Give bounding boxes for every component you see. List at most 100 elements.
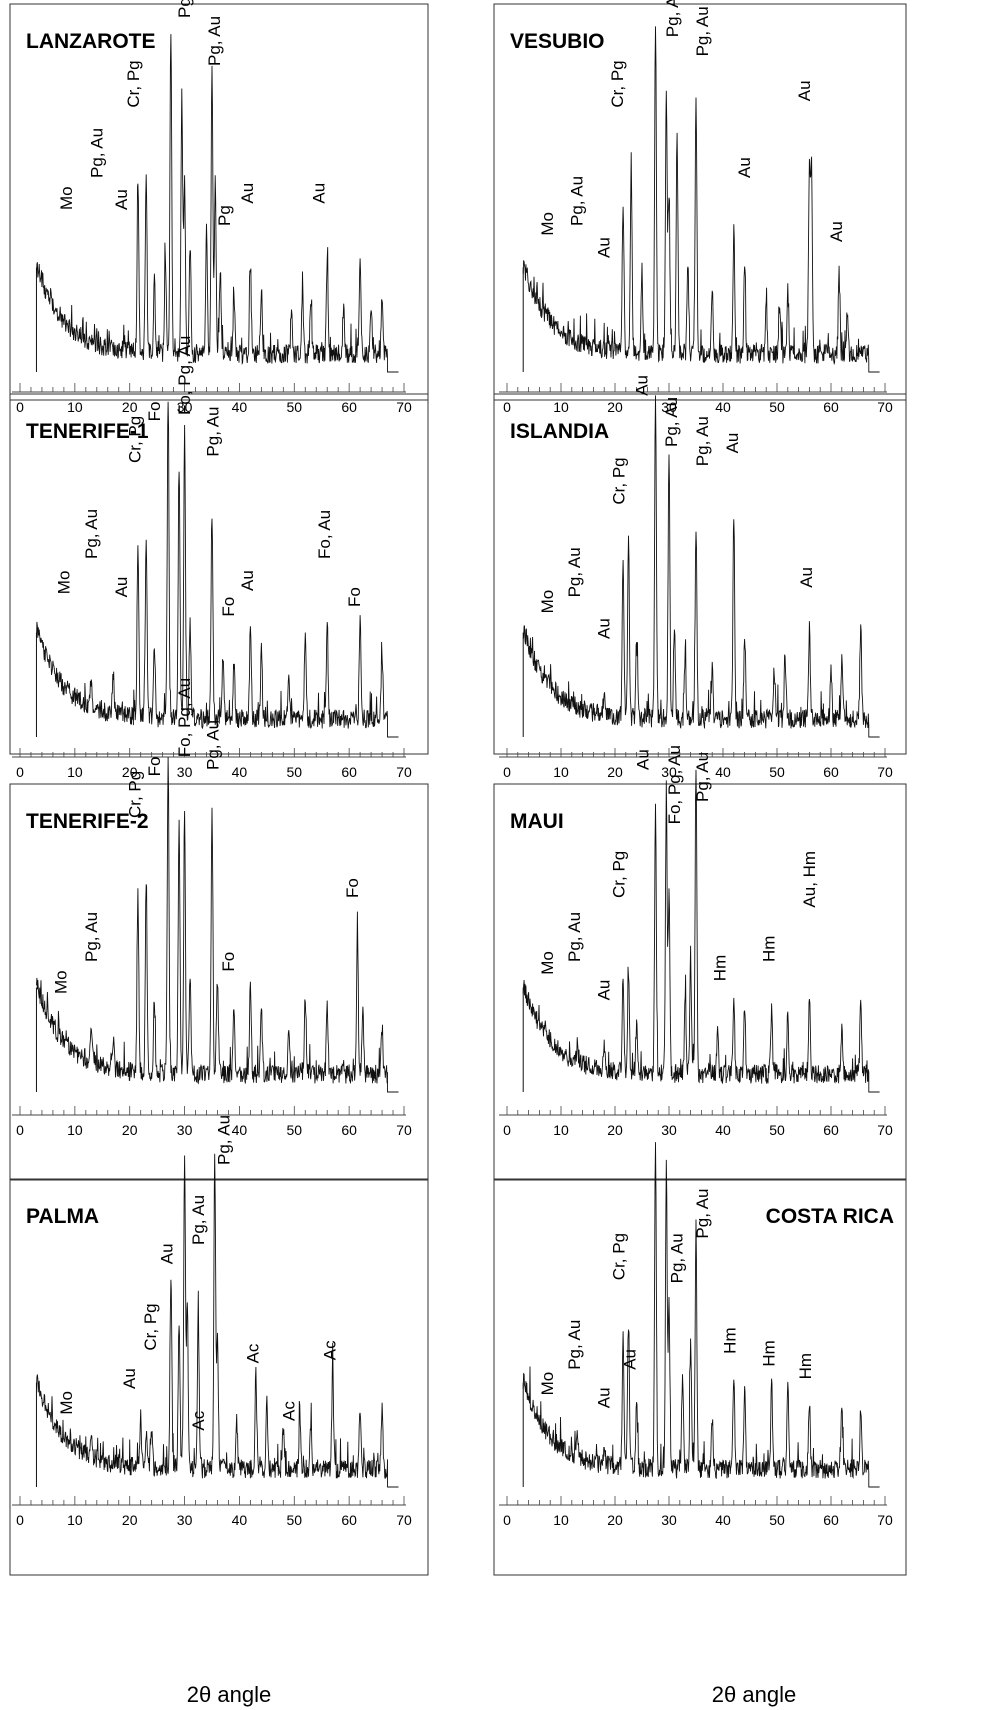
peak-label: Mo	[538, 951, 557, 975]
x-tick-label: 30	[177, 399, 193, 415]
x-tick-label: 10	[553, 764, 569, 780]
peak-label: Fo	[219, 597, 238, 617]
peak-label: Au	[595, 237, 614, 258]
peak-label: Pg, Au	[565, 547, 584, 597]
panel-title: TENERIFE-1	[26, 420, 149, 443]
x-tick-label: 40	[715, 764, 731, 780]
peak-label: Hm	[759, 936, 778, 962]
panel-title: COSTA RICA	[766, 1205, 894, 1228]
panel-title: TENERIFE-2	[26, 810, 149, 833]
peak-label: Cr, Pg	[141, 1303, 160, 1350]
peak-label: Cr, Pg	[608, 60, 627, 107]
x-tick-label: 0	[16, 399, 24, 415]
xrd-trace	[522, 26, 880, 373]
x-tick-label: 0	[503, 1512, 511, 1528]
peak-label: Mo	[57, 1391, 76, 1415]
peak-label: Pg, Au	[175, 0, 194, 18]
panel-vesubio: VESUBIO Mo Pg, Au Au Cr, Pg Au Pg, Au Pg, Au Au A…	[493, 0, 907, 415]
x-tick-label: 10	[67, 1512, 83, 1528]
x-tick-label: 50	[769, 399, 785, 415]
peak-label: Hm	[711, 955, 730, 981]
x-tick-label: 20	[122, 764, 138, 780]
panel-frame	[493, 393, 907, 755]
peak-label: Au	[621, 1349, 640, 1370]
peak-label: Pg, Au	[204, 720, 223, 770]
xrd-trace	[522, 1142, 880, 1488]
panel-frame	[9, 3, 429, 401]
peak-label: Pg, Au	[215, 1115, 234, 1165]
panel-frame	[9, 783, 429, 1181]
peak-label: Au	[595, 1387, 614, 1408]
peak-label: Pg, Au	[87, 128, 106, 178]
x-tick-label: 20	[122, 399, 138, 415]
peak-label: Au	[827, 221, 846, 242]
x-tick-label: 50	[286, 764, 302, 780]
x-tick-label: 20	[607, 1122, 623, 1138]
peak-label: Au	[735, 157, 754, 178]
peak-label: Au	[632, 375, 651, 396]
x-tick-label: 30	[661, 399, 677, 415]
peak-label: Mo	[538, 590, 557, 614]
panel-title: VESUBIO	[510, 30, 605, 53]
x-tick-label: 50	[769, 1122, 785, 1138]
peak-label: Au	[595, 980, 614, 1001]
peak-label: Au	[795, 80, 814, 101]
x-tick-label: 70	[877, 399, 893, 415]
x-tick-label: 20	[607, 399, 623, 415]
x-tick-label: 60	[823, 1512, 839, 1528]
peak-label: Au	[238, 570, 257, 591]
x-tick-label: 0	[503, 399, 511, 415]
peak-label: Pg, Au	[82, 912, 101, 962]
peak-label: Hm	[720, 1327, 739, 1353]
x-tick-label: 40	[232, 764, 248, 780]
x-tick-label: 70	[396, 1512, 412, 1528]
panel-costa-rica: COSTA RICA Mo Pg, Au Au Cr, Pg Au Pg, Au Pg, Au…	[493, 1142, 907, 1576]
peak-label: Ac	[320, 1340, 339, 1360]
peak-label: Ac	[279, 1401, 298, 1421]
peak-label: Mo	[538, 212, 557, 236]
x-tick-label: 70	[877, 764, 893, 780]
peak-label: Au	[238, 183, 257, 204]
panel-title: LANZAROTE	[26, 30, 156, 53]
x-tick-label: 30	[177, 1122, 193, 1138]
xrd-trace	[36, 756, 399, 1093]
x-tick-label: 20	[122, 1512, 138, 1528]
x-tick-label: 70	[877, 1512, 893, 1528]
x-tick-label: 0	[16, 764, 24, 780]
x-tick-label: 20	[122, 1122, 138, 1138]
x-tick-label: 20	[607, 1512, 623, 1528]
peak-label: Au	[309, 183, 328, 204]
x-axis-label-right: 2θ angle	[712, 1682, 796, 1707]
peak-label: Au	[723, 433, 742, 454]
peak-label: Au	[112, 189, 131, 210]
peak-label: Au	[120, 1368, 139, 1389]
x-tick-label: 10	[553, 1512, 569, 1528]
panel-frame	[493, 3, 907, 401]
panel-title: ISLANDIA	[510, 420, 609, 443]
x-tick-label: 50	[769, 764, 785, 780]
peak-label: Cr, Pg	[610, 1233, 629, 1280]
peak-label: Fo	[345, 587, 364, 607]
x-tick-label: 40	[232, 399, 248, 415]
peak-label: Fo	[343, 878, 362, 898]
peak-label: Au	[158, 1243, 177, 1264]
x-tick-label: 0	[503, 1122, 511, 1138]
x-tick-label: 50	[286, 1122, 302, 1138]
x-tick-label: 40	[232, 1512, 248, 1528]
panel-frame	[9, 1178, 429, 1576]
x-tick-label: 0	[16, 1512, 24, 1528]
peak-label: Pg, Au	[82, 509, 101, 559]
peak-label: Cr, Pg	[610, 851, 629, 898]
peak-label: Pg, Au	[565, 1320, 584, 1370]
panel-frame	[493, 1178, 907, 1576]
x-tick-label: 60	[823, 764, 839, 780]
peak-label: Fo	[219, 952, 238, 972]
peak-label: Pg, Au	[565, 912, 584, 962]
x-tick-label: 20	[607, 764, 623, 780]
peak-label: Pg, Au	[693, 1188, 712, 1238]
x-axis-label-left: 2θ angle	[187, 1682, 271, 1707]
x-tick-label: 30	[661, 764, 677, 780]
peak-label: Mo	[54, 571, 73, 595]
